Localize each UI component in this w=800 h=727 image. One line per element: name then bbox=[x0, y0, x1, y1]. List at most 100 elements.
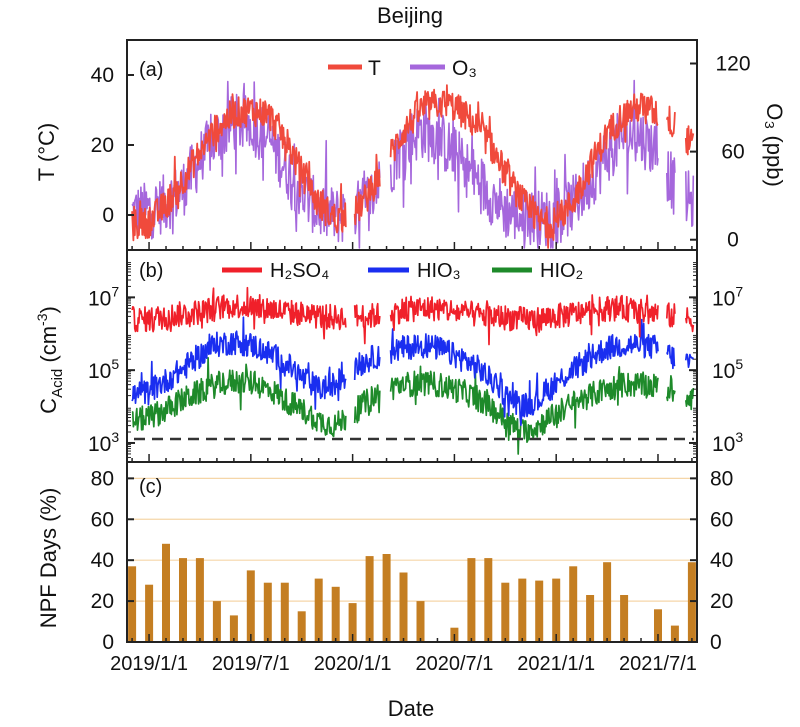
npf-bar bbox=[229, 615, 238, 642]
panel-a-right-tick-label: 60 bbox=[721, 141, 744, 164]
npf-bar bbox=[297, 611, 306, 642]
x-tick-label: 2019/7/1 bbox=[212, 653, 290, 675]
x-tick-label: 2020/7/1 bbox=[415, 653, 493, 675]
npf-bar bbox=[654, 609, 662, 642]
panel-c-left-tick-label: 60 bbox=[91, 508, 114, 531]
x-axis-label: Date bbox=[388, 696, 434, 721]
panel-b-right-tick-exp: 7 bbox=[735, 283, 743, 299]
panel-b-ylabel-close: ) bbox=[36, 306, 61, 313]
panel-b-right-tick-base: 10 bbox=[712, 287, 735, 310]
panel-b-right-tick-exp: 5 bbox=[735, 356, 743, 372]
panel-c-right-tick-label: 80 bbox=[710, 467, 733, 490]
panel-c-left-tick-label: 0 bbox=[102, 631, 114, 654]
npf-bar bbox=[382, 554, 391, 642]
x-axis: 2019/1/1 2019/7/1 2020/1/1 2020/7/1 2021/1/1… bbox=[110, 242, 697, 675]
x-tick-label: 2021/7/1 bbox=[619, 653, 697, 675]
panel-a-left-tick-label: 20 bbox=[91, 134, 114, 157]
npf-bar bbox=[348, 603, 357, 642]
panel-c-right-tick-label: 0 bbox=[710, 631, 722, 654]
panel-b-left-tick-exp: 7 bbox=[111, 283, 119, 299]
legend-b-HIO3-label: HIO₃ bbox=[417, 260, 461, 282]
npf-bar bbox=[670, 625, 679, 642]
npf-bar bbox=[484, 558, 493, 642]
legend-a-T-label: T bbox=[368, 57, 381, 80]
panel-c-ylabel: NPF Days (%) bbox=[36, 488, 61, 629]
panel-b-left-tick-base: 10 bbox=[88, 433, 111, 456]
panel-b-ylabel-sub: Acid bbox=[49, 369, 66, 398]
panel-a-right-tick-label: 120 bbox=[715, 52, 750, 75]
panel-c-right-tick-label: 40 bbox=[710, 549, 733, 572]
series-T-line bbox=[131, 84, 695, 249]
panel-b-label: (b) bbox=[139, 260, 163, 282]
panel-c-bars bbox=[128, 543, 696, 642]
panel-b-right-tick-label: 105 bbox=[712, 356, 743, 383]
panel-a: 40 20 0 120 60 0 (a) T O₃ T (°C) O₃ (ppb) bbox=[34, 39, 787, 252]
npf-bar bbox=[314, 578, 323, 642]
npf-bar bbox=[263, 582, 272, 642]
npf-bar bbox=[586, 595, 595, 642]
npf-bar bbox=[535, 580, 544, 642]
panel-b-left-tick-label: 105 bbox=[88, 356, 119, 383]
x-tick-label: 2021/1/1 bbox=[517, 653, 595, 675]
legend-a-O3-label: O₃ bbox=[452, 57, 477, 80]
npf-bar bbox=[331, 586, 340, 642]
panel-b-left-tick-label: 103 bbox=[88, 429, 119, 456]
panel-b-right-tick-base: 10 bbox=[712, 360, 735, 383]
legend-b: H₂SO₄ HIO₃ HIO₂ bbox=[222, 260, 583, 282]
npf-bar bbox=[246, 570, 255, 642]
panel-b-left-tick-base: 10 bbox=[88, 287, 111, 310]
x-tick-label: 2020/1/1 bbox=[314, 653, 392, 675]
panel-a-series bbox=[131, 79, 695, 249]
npf-bar bbox=[280, 582, 289, 642]
panel-a-ticks: 40 20 0 120 60 0 bbox=[91, 52, 751, 251]
npf-bar bbox=[399, 572, 408, 642]
npf-bar bbox=[416, 601, 425, 642]
series-HIO3-line bbox=[131, 316, 695, 427]
panel-a-ylabel-right: O₃ (ppb) bbox=[762, 103, 787, 187]
panel-c-right-tick-label: 20 bbox=[710, 590, 733, 613]
npf-bar bbox=[518, 578, 527, 642]
npf-bar bbox=[365, 556, 374, 642]
panel-c: 80 80 60 60 40 40 20 20 0 0 (c) NPF Days (%) bbox=[36, 461, 734, 654]
panel-b-ylabel-main: C bbox=[36, 398, 61, 414]
panel-b-left-tick-label: 107 bbox=[88, 283, 119, 310]
npf-bar bbox=[212, 601, 221, 642]
npf-bar bbox=[687, 562, 696, 642]
panel-b-right-tick-label: 103 bbox=[712, 429, 743, 456]
panel-c-ticks: 80 80 60 60 40 40 20 20 0 0 bbox=[91, 467, 734, 654]
npf-bar bbox=[179, 558, 187, 642]
npf-bar bbox=[467, 558, 476, 642]
panel-b-left-tick-exp: 3 bbox=[111, 429, 119, 445]
panel-c-left-tick-label: 80 bbox=[91, 467, 114, 490]
panel-b-ylabel-unit: (cm bbox=[36, 326, 61, 369]
panel-b-ylabel-sup: -3 bbox=[34, 313, 50, 326]
npf-bar bbox=[501, 582, 510, 642]
legend-b-HIO2-label: HIO₂ bbox=[540, 260, 583, 282]
panel-a-left-tick-label: 0 bbox=[102, 204, 114, 227]
npf-bar bbox=[195, 558, 204, 642]
npf-bar bbox=[128, 566, 137, 642]
panel-a-right-tick-label: 0 bbox=[727, 229, 739, 252]
legend-b-H2SO4-label: H₂SO₄ bbox=[270, 260, 329, 282]
series-HIO2-line bbox=[131, 356, 695, 455]
panel-b-ylabel: CAcid (cm-3) bbox=[34, 306, 66, 414]
figure-title: Beijing bbox=[377, 3, 443, 28]
panel-c-frame bbox=[126, 461, 698, 643]
npf-bar bbox=[552, 578, 561, 642]
panel-a-label: (a) bbox=[139, 59, 163, 81]
panel-b-left-tick-base: 10 bbox=[88, 360, 111, 383]
panel-c-left-tick-label: 20 bbox=[91, 590, 114, 613]
npf-bar bbox=[162, 543, 170, 642]
panel-b-right-tick-label: 107 bbox=[712, 283, 743, 310]
npf-bar bbox=[603, 562, 612, 642]
npf-bar bbox=[569, 566, 578, 642]
npf-bar bbox=[145, 584, 154, 642]
series-O3-line bbox=[131, 79, 695, 249]
panel-b-right-tick-exp: 3 bbox=[735, 429, 743, 445]
npf-bar bbox=[620, 595, 629, 642]
x-tick-label: 2019/1/1 bbox=[110, 653, 188, 675]
panel-c-right-tick-label: 60 bbox=[710, 508, 733, 531]
series-H2SO4-line bbox=[131, 286, 695, 346]
